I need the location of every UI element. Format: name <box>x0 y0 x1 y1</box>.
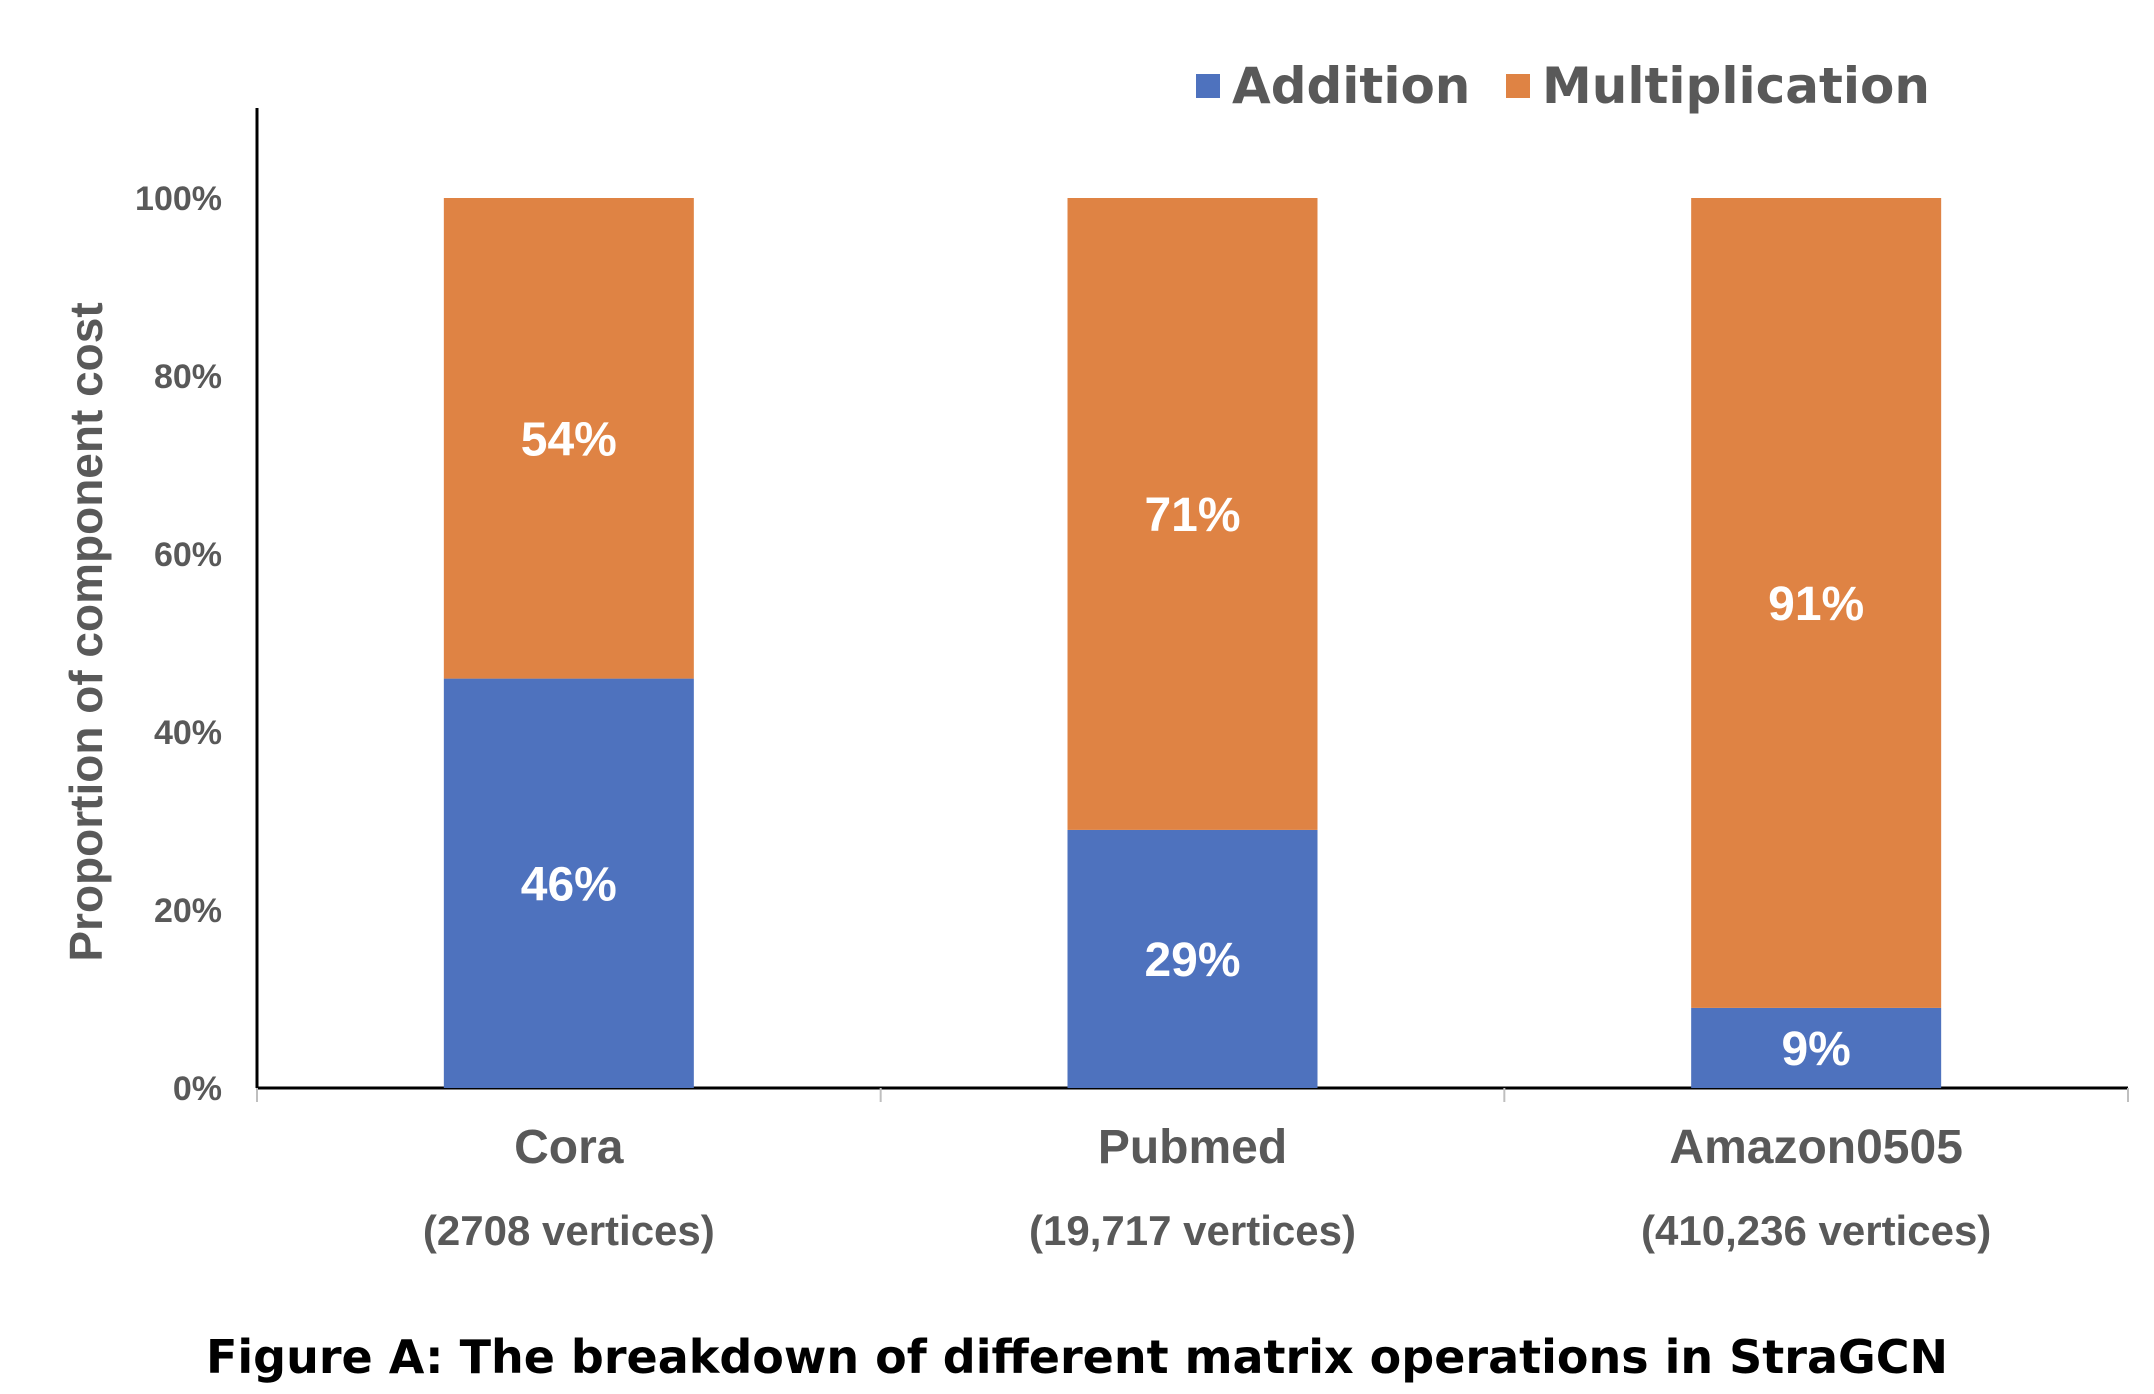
x-category-sublabel: (19,717 vertices) <box>1029 1207 1356 1254</box>
figure-caption: Figure A: The breakdown of different mat… <box>206 1330 1948 1384</box>
bar-segment-multiplication-pubmed <box>1067 198 1318 830</box>
data-label: 29% <box>1144 934 1240 987</box>
legend-label: Multiplication <box>1542 57 1930 115</box>
x-tick-marks <box>256 1088 2129 1102</box>
y-tick-label: 80% <box>154 358 222 396</box>
x-category-label: Pubmed <box>1098 1121 1287 1174</box>
y-tick-label: 0% <box>173 1070 222 1108</box>
legend: Addition Multiplication <box>1196 57 1930 115</box>
legend-swatch <box>1196 74 1220 98</box>
legend-label: Addition <box>1232 57 1470 115</box>
y-tick-labels: 0% 20% 40% 60% 80% 100% <box>135 180 222 1108</box>
x-category-label: Amazon0505 <box>1669 1121 1962 1174</box>
data-label: 91% <box>1768 578 1864 631</box>
bar-segment-addition-amazon0505 <box>1691 1007 1942 1088</box>
y-tick-label: 20% <box>154 892 222 930</box>
bar-segment-multiplication-cora <box>443 198 694 679</box>
category-labels: Cora (2708 vertices) Pubmed (19,717 vertice… <box>423 1121 1991 1254</box>
x-category-sublabel: (410,236 vertices) <box>1641 1207 1991 1254</box>
y-tick-label: 100% <box>135 180 222 218</box>
x-category-sublabel: (2708 vertices) <box>423 1207 715 1254</box>
bar-segment-addition-pubmed <box>1067 829 1318 1088</box>
legend-swatch <box>1506 74 1530 98</box>
data-label: 54% <box>521 413 617 466</box>
x-category-label: Cora <box>514 1121 624 1174</box>
data-label: 9% <box>1781 1023 1850 1076</box>
data-label: 46% <box>521 858 617 911</box>
y-tick-label: 40% <box>154 714 222 752</box>
y-tick-label: 60% <box>154 536 222 574</box>
bar-segment-multiplication-amazon0505 <box>1691 198 1942 1008</box>
bar-group: 46% 54% 29% 71% 9% 91% <box>443 198 1942 1088</box>
data-label: 71% <box>1144 489 1240 542</box>
y-axis-title: Proportion of component cost <box>60 302 112 961</box>
bar-segment-addition-cora <box>443 678 694 1088</box>
